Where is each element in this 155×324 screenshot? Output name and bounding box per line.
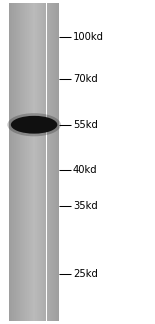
- Bar: [26, 3, 27, 321]
- Bar: [33, 3, 34, 321]
- Bar: [21, 3, 22, 321]
- Ellipse shape: [7, 113, 61, 136]
- Bar: [13, 3, 14, 321]
- Bar: [56, 3, 57, 321]
- Bar: [29, 3, 30, 321]
- Ellipse shape: [11, 116, 57, 134]
- Bar: [25, 3, 26, 321]
- Bar: [35, 3, 36, 321]
- Text: 25kd: 25kd: [73, 269, 98, 279]
- Bar: [12, 3, 13, 321]
- Bar: [40, 3, 41, 321]
- Bar: [36, 3, 37, 321]
- Bar: [17, 3, 18, 321]
- Bar: [23, 3, 24, 321]
- Bar: [19, 3, 20, 321]
- Bar: [18, 3, 19, 321]
- Bar: [41, 3, 42, 321]
- Bar: [14, 3, 15, 321]
- Bar: [43, 3, 44, 321]
- Bar: [51, 3, 52, 321]
- Text: 35kd: 35kd: [73, 201, 98, 211]
- Bar: [38, 3, 39, 321]
- Bar: [30, 3, 31, 321]
- Bar: [34, 3, 35, 321]
- Bar: [27, 3, 28, 321]
- Bar: [10, 3, 11, 321]
- Text: 55kd: 55kd: [73, 120, 98, 130]
- Bar: [49, 3, 50, 321]
- Bar: [50, 3, 51, 321]
- Bar: [9, 3, 10, 321]
- Bar: [53, 3, 54, 321]
- Bar: [22, 3, 23, 321]
- Bar: [42, 3, 43, 321]
- Bar: [45, 3, 46, 321]
- Bar: [32, 3, 33, 321]
- Bar: [57, 3, 58, 321]
- Bar: [24, 3, 25, 321]
- Bar: [58, 3, 59, 321]
- Text: 40kd: 40kd: [73, 165, 97, 175]
- Bar: [52, 3, 53, 321]
- Bar: [54, 3, 55, 321]
- Bar: [48, 3, 49, 321]
- Text: 100kd: 100kd: [73, 32, 104, 42]
- Bar: [46, 3, 47, 321]
- Bar: [31, 3, 32, 321]
- Bar: [20, 3, 21, 321]
- Bar: [47, 3, 48, 321]
- Bar: [28, 3, 29, 321]
- Bar: [44, 3, 45, 321]
- Text: 70kd: 70kd: [73, 75, 98, 84]
- Bar: [39, 3, 40, 321]
- Bar: [16, 3, 17, 321]
- Bar: [37, 3, 38, 321]
- Bar: [15, 3, 16, 321]
- Bar: [55, 3, 56, 321]
- Bar: [11, 3, 12, 321]
